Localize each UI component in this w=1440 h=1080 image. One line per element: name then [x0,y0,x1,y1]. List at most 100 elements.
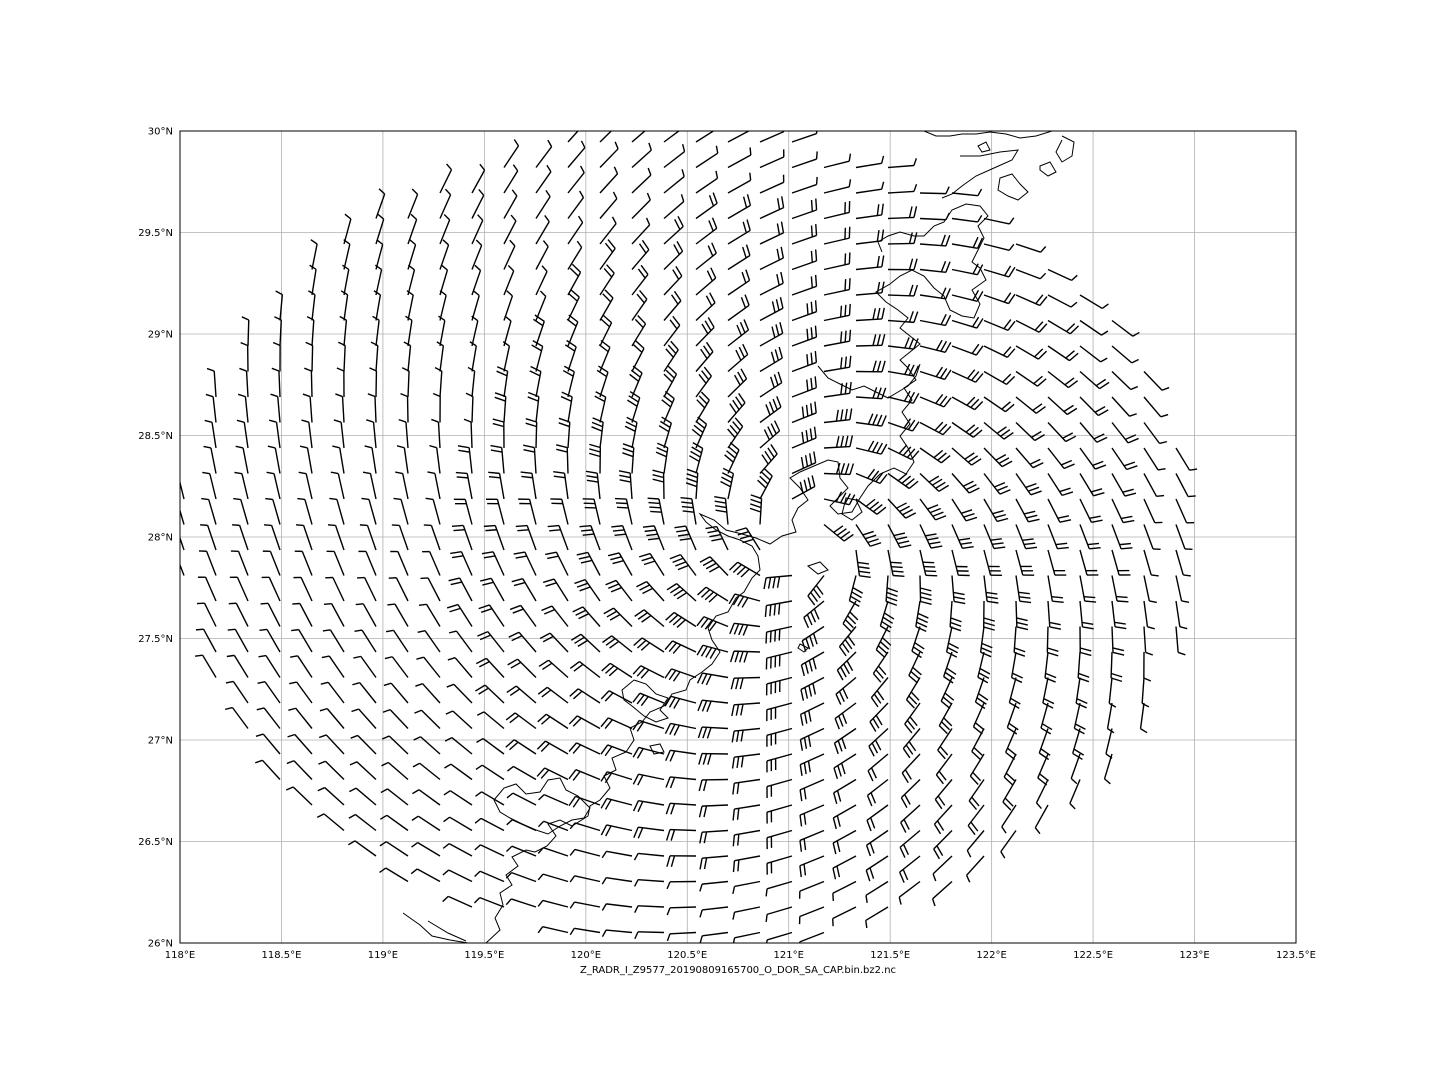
wind-barb-feather [844,330,847,343]
wind-barb-feather [537,873,544,881]
wind-barb-feather [286,760,295,765]
wind-barb-feather [434,366,443,372]
wind-barb-feather [633,853,639,861]
wind-barb-feather [1001,460,1013,468]
wind-barb-feather [520,471,533,475]
wind-barb-shaft [791,158,817,169]
wind-barb-shaft [416,868,441,883]
wind-barb-feather [838,690,845,702]
wind-barb-feather [647,537,660,541]
wind-barb-feather [272,341,281,347]
wind-barb-feather [877,665,887,676]
wind-barb-feather [983,621,995,627]
wind-barb-feather [964,452,975,460]
wind-barb-feather [876,204,880,216]
wind-barb-feather [877,645,888,654]
wind-barb-shaft [799,880,825,892]
wind-barb-shaft [1139,702,1145,729]
wind-barb-shaft [1175,524,1186,550]
wind-barb-feather [937,749,946,760]
wind-barb-feather [413,736,421,741]
wind-barb-shaft [334,525,345,551]
wind-barb-feather [806,328,809,341]
x-tick-label: 120.5°E [667,950,707,961]
wind-barb-feather [841,737,847,750]
wind-barb-feather [657,442,669,449]
wind-barb-feather [908,674,918,684]
wind-barb-feather [992,510,1004,515]
wind-barb-shaft [503,145,520,168]
wind-barb-feather [736,808,740,820]
wind-barb-shaft [1079,294,1103,310]
wind-barb-shaft [471,220,484,245]
wind-barb-feather [765,914,768,923]
wind-barb-feather [517,529,529,532]
wind-barb-feather [780,246,785,259]
wind-barb-feather [1033,375,1043,385]
wind-barb-feather [875,472,884,483]
wind-barb-feather [477,214,484,221]
wind-barb-shaft [1079,345,1102,363]
wind-barb-feather [492,418,504,423]
wind-barb-feather [591,426,603,432]
wind-barb-feather [455,471,468,475]
wind-barb-feather [1023,510,1036,515]
wind-barb-shaft [235,602,249,627]
wind-barb-feather [815,176,818,185]
wind-barb-feather [810,200,814,212]
wind-barb-feather [938,484,950,492]
wind-barb-feather [936,845,944,857]
wind-barb-feather [764,450,772,462]
wind-barb-feather [639,289,648,300]
y-axis-ticks: 26°N26.5°N27°N27.5°N28°N28.5°N29°N29.5°N… [138,127,173,950]
wind-barb-feather [1122,519,1135,524]
wind-barb-feather [1110,677,1123,683]
wind-barb-feather [962,546,974,550]
wind-barb-feather [732,912,736,920]
wind-barb-shaft [213,371,217,398]
wind-barb-feather [690,450,701,458]
wind-barb-feather [771,301,776,313]
wind-barb-feather [953,596,966,600]
wind-barb-feather [1130,385,1139,391]
wind-barb-feather [1030,490,1042,496]
wind-barb-feather [626,416,638,424]
wind-barb-feather [703,366,712,377]
wind-barb-shaft [337,473,345,500]
wind-barb-feather [672,269,680,280]
wind-barb-feather [614,141,619,150]
wind-barb-feather [494,396,506,402]
wind-barb-feather [603,268,613,278]
wind-barb-feather [851,591,862,599]
wind-barb-shaft [734,906,761,913]
wind-barb-shaft [1143,473,1158,497]
wind-barb-shaft [407,294,414,321]
wind-barb-feather [810,352,813,365]
wind-barb-feather [729,623,735,635]
wind-barb-feather [483,555,496,559]
wind-barb-shaft [407,370,410,398]
wind-barb-feather [1071,274,1078,281]
wind-barb-feather [729,424,739,435]
wind-barb-feather [353,655,361,659]
wind-barb-shaft [387,788,409,806]
wind-barb-feather [381,735,390,740]
wind-barb-feather [953,600,966,605]
wind-barb-feather [729,403,737,414]
wind-barb-feather [367,393,376,398]
wind-barb-feather [642,525,655,528]
wind-barb-feather [505,739,515,748]
wind-barb-feather [226,654,235,658]
wind-barb-feather [692,442,704,449]
wind-barb-feather [1069,352,1079,362]
wind-barb-feather [580,140,586,149]
wind-barb-feather [539,632,551,640]
wind-barb-feather [953,591,965,596]
wind-barb-feather [858,566,870,570]
wind-barb-feather [776,248,780,261]
wind-barb-feather [1038,752,1050,761]
wind-barb-feather [339,315,347,321]
wind-barb-feather [701,700,708,712]
wind-barb-feather [703,857,708,870]
wind-barb-feather [738,624,744,636]
